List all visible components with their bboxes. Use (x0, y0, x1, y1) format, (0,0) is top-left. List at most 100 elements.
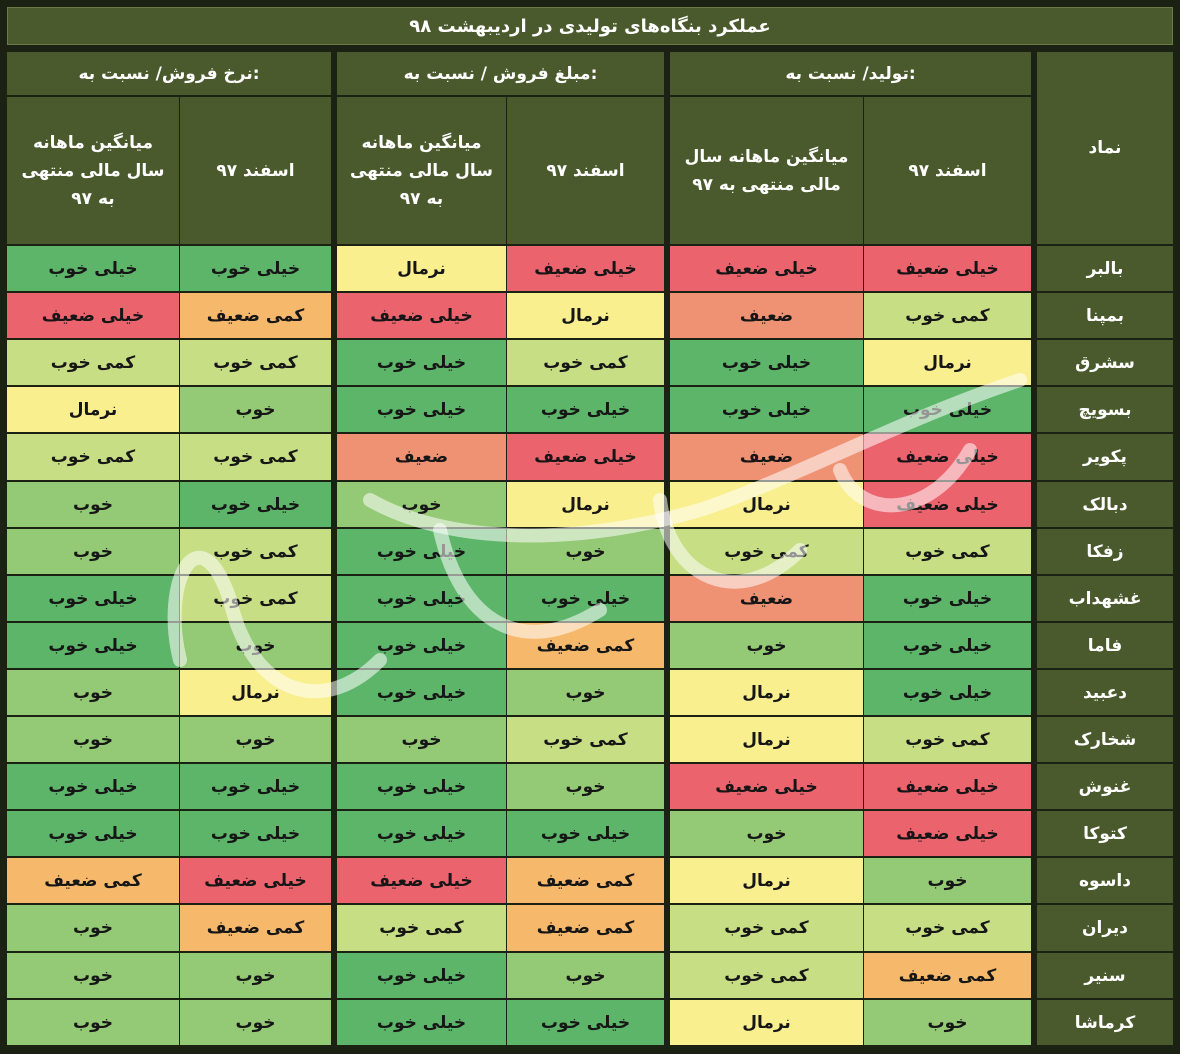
rating-cell: کمی ضعیف (7, 858, 179, 903)
rating-cell: نرمال (507, 293, 664, 338)
page-title: عملکرد بنگاه‌های تولیدی در اردیبهشت ۹۸ (7, 7, 1173, 45)
symbol-cell: داسوه (1037, 858, 1173, 903)
rating-cell: خیلی خوب (337, 529, 506, 574)
rating-cell: خوب (180, 387, 331, 432)
rating-cell: خوب (670, 623, 863, 668)
rating-cell: خیلی خوب (180, 811, 331, 856)
symbol-cell: پکویر (1037, 434, 1173, 480)
rating-cell: خوب (180, 717, 331, 762)
rating-cell: کمی ضعیف (507, 858, 664, 903)
rating-cell: خیلی ضعیف (337, 293, 506, 338)
rating-cell: خیلی خوب (864, 670, 1031, 715)
rating-cell: نرمال (670, 717, 863, 762)
rating-cell: خیلی ضعیف (670, 246, 863, 291)
rating-cell: خوب (507, 529, 664, 574)
sub-header: میانگین ماهانه سال مالی منتهی به ۹۷ (670, 97, 863, 244)
rating-cell: خیلی خوب (7, 246, 179, 291)
sub-header: اسفند ۹۷ (507, 97, 664, 244)
rating-cell: کمی خوب (670, 953, 863, 998)
symbol-cell: زفکا (1037, 529, 1173, 574)
rating-cell: کمی خوب (670, 529, 863, 574)
rating-cell: خیلی خوب (337, 1000, 506, 1045)
rating-cell: خیلی خوب (864, 623, 1031, 668)
rating-cell: کمی خوب (507, 717, 664, 762)
rating-cell: خوب (507, 764, 664, 809)
rating-cell: کمی ضعیف (180, 905, 331, 951)
rating-cell: خوب (7, 1000, 179, 1045)
rating-cell: خوب (507, 953, 664, 998)
symbol-cell: کتوکا (1037, 811, 1173, 856)
symbol-cell: غشهداب (1037, 576, 1173, 621)
sub-header: اسفند ۹۷ (180, 97, 331, 244)
group-header: نرخ فروش/ نسبت به: (7, 52, 331, 95)
symbol-cell: بالبر (1037, 246, 1173, 291)
rating-cell: کمی ضعیف (180, 293, 331, 338)
rating-cell: خیلی ضعیف (507, 246, 664, 291)
rating-cell: کمی خوب (7, 340, 179, 385)
rating-cell: نرمال (670, 670, 863, 715)
rating-cell: خیلی خوب (670, 387, 863, 432)
rating-cell: خیلی خوب (180, 764, 331, 809)
symbol-cell: سنیر (1037, 953, 1173, 998)
rating-cell: خوب (180, 1000, 331, 1045)
rating-cell: خوب (7, 953, 179, 998)
rating-cell: خیلی ضعیف (864, 434, 1031, 480)
rating-cell: خیلی خوب (180, 482, 331, 527)
symbol-cell: بسویچ (1037, 387, 1173, 432)
rating-cell: خیلی ضعیف (864, 811, 1031, 856)
rating-cell: خوب (180, 623, 331, 668)
symbol-cell: دبالک (1037, 482, 1173, 527)
rating-cell: خوب (864, 858, 1031, 903)
rating-cell: خیلی خوب (7, 811, 179, 856)
rating-cell: خوب (670, 811, 863, 856)
rating-cell: خوب (7, 905, 179, 951)
rating-cell: خوب (7, 670, 179, 715)
rating-cell: نرمال (7, 387, 179, 432)
rating-cell: خیلی خوب (337, 670, 506, 715)
rating-cell: نرمال (180, 670, 331, 715)
rating-cell: نرمال (670, 1000, 863, 1045)
rating-cell: کمی خوب (864, 717, 1031, 762)
rating-cell: خیلی خوب (670, 340, 863, 385)
sub-header: میانگین ماهانه سال مالی منتهی به ۹۷ (7, 97, 179, 244)
rating-cell: خیلی خوب (337, 576, 506, 621)
symbol-cell: بمپنا (1037, 293, 1173, 338)
symbol-cell: غنوش (1037, 764, 1173, 809)
rating-cell: خیلی خوب (337, 811, 506, 856)
symbol-header: نماد (1037, 52, 1173, 244)
rating-cell: خوب (507, 670, 664, 715)
rating-cell: خوب (7, 529, 179, 574)
sub-header: میانگین ماهانه سال مالی منتهی به ۹۷ (337, 97, 506, 244)
rating-cell: نرمال (337, 246, 506, 291)
group-header: مبلغ فروش / نسبت به: (337, 52, 664, 95)
rating-cell: نرمال (670, 482, 863, 527)
group-header: تولید/ نسبت به: (670, 52, 1031, 95)
rating-cell: ضعیف (670, 434, 863, 480)
rating-cell: کمی ضعیف (864, 953, 1031, 998)
rating-cell: خیلی خوب (7, 623, 179, 668)
rating-cell: خوب (7, 482, 179, 527)
symbol-cell: دیران (1037, 905, 1173, 951)
rating-cell: خیلی خوب (864, 387, 1031, 432)
rating-cell: ضعیف (337, 434, 506, 480)
rating-cell: خیلی خوب (337, 764, 506, 809)
rating-cell: خیلی خوب (180, 246, 331, 291)
rating-cell: کمی خوب (337, 905, 506, 951)
rating-cell: خوب (7, 717, 179, 762)
rating-cell: کمی خوب (7, 434, 179, 480)
rating-cell: نرمال (864, 340, 1031, 385)
symbol-cell: فاما (1037, 623, 1173, 668)
rating-cell: خیلی خوب (7, 764, 179, 809)
rating-cell: خیلی خوب (507, 1000, 664, 1045)
rating-cell: خوب (864, 1000, 1031, 1045)
rating-cell: خیلی خوب (507, 576, 664, 621)
rating-cell: نرمال (670, 858, 863, 903)
rating-cell: ضعیف (670, 293, 863, 338)
rating-cell: خیلی خوب (507, 811, 664, 856)
rating-cell: خیلی ضعیف (180, 858, 331, 903)
rating-cell: کمی خوب (864, 905, 1031, 951)
rating-cell: خیلی ضعیف (670, 764, 863, 809)
rating-cell: خیلی ضعیف (864, 764, 1031, 809)
rating-cell: کمی خوب (864, 293, 1031, 338)
symbol-cell: سشرق (1037, 340, 1173, 385)
